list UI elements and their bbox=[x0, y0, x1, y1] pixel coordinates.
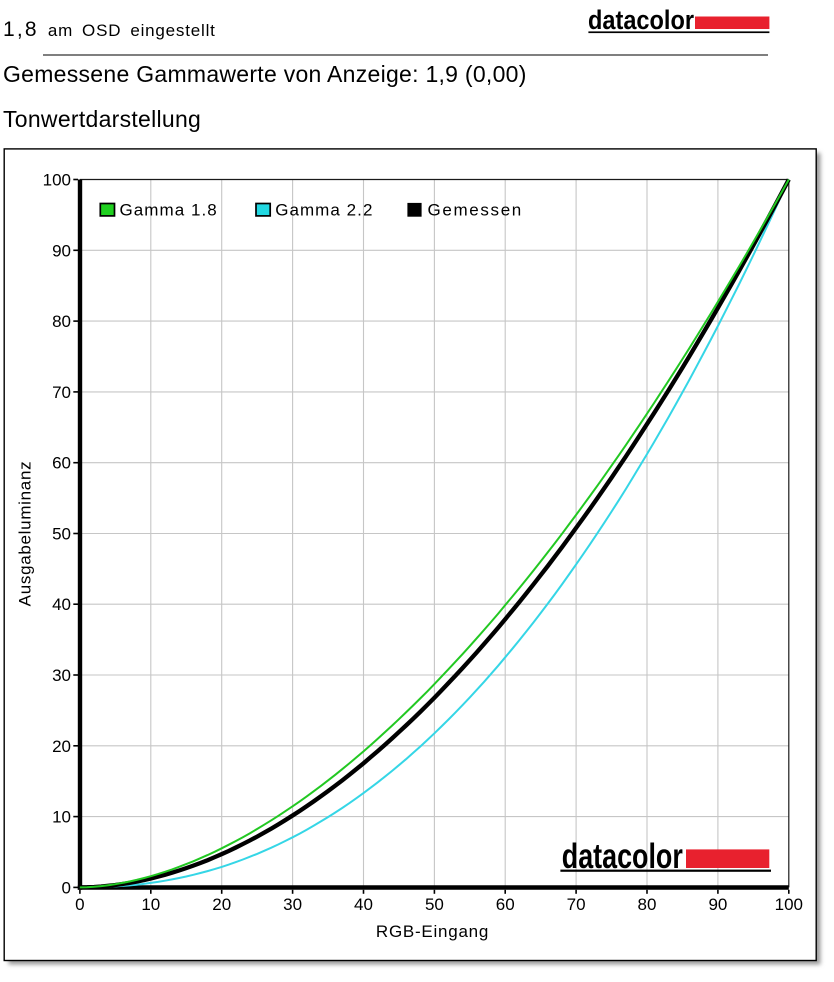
svg-text:30: 30 bbox=[52, 666, 71, 685]
svg-text:70: 70 bbox=[52, 383, 71, 402]
svg-text:Gamma 2.2: Gamma 2.2 bbox=[275, 201, 373, 220]
svg-text:datacolor: datacolor bbox=[588, 6, 694, 35]
svg-text:30: 30 bbox=[283, 895, 302, 914]
svg-text:80: 80 bbox=[52, 312, 71, 331]
svg-text:50: 50 bbox=[425, 895, 444, 914]
svg-text:60: 60 bbox=[52, 454, 71, 473]
svg-text:90: 90 bbox=[52, 241, 71, 260]
svg-text:80: 80 bbox=[638, 895, 657, 914]
svg-text:40: 40 bbox=[52, 595, 71, 614]
svg-text:Gamma 1.8: Gamma 1.8 bbox=[120, 201, 218, 220]
svg-text:100: 100 bbox=[775, 895, 803, 914]
svg-text:40: 40 bbox=[354, 895, 373, 914]
svg-text:20: 20 bbox=[212, 895, 231, 914]
svg-text:50: 50 bbox=[52, 525, 71, 544]
svg-text:20: 20 bbox=[52, 737, 71, 756]
svg-text:Gemessen: Gemessen bbox=[428, 201, 523, 220]
svg-text:RGB-Eingang: RGB-Eingang bbox=[376, 922, 489, 941]
svg-text:70: 70 bbox=[567, 895, 586, 914]
svg-text:0: 0 bbox=[62, 878, 71, 897]
svg-text:Ausgabeluminanz: Ausgabeluminanz bbox=[16, 461, 35, 607]
svg-text:datacolor: datacolor bbox=[562, 837, 683, 876]
svg-text:90: 90 bbox=[708, 895, 727, 914]
svg-text:10: 10 bbox=[52, 808, 71, 827]
svg-text:100: 100 bbox=[43, 171, 71, 190]
svg-text:0: 0 bbox=[75, 895, 84, 914]
svg-text:60: 60 bbox=[496, 895, 515, 914]
svg-text:10: 10 bbox=[141, 895, 160, 914]
